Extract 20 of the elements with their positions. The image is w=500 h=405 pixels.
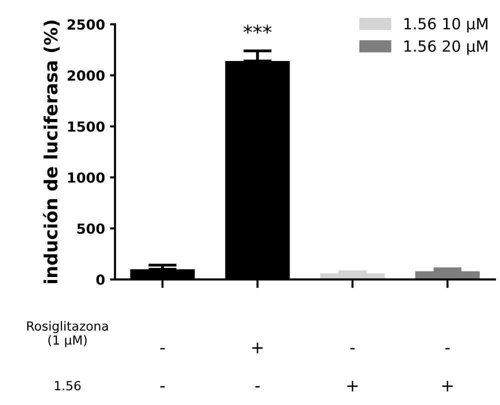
text: + <box>442 380 453 392</box>
x-tick-label: - <box>160 348 165 350</box>
legend-label: 1.56 10 μM <box>404 18 488 32</box>
text: + <box>347 380 358 392</box>
x-tick-label: - <box>445 348 450 350</box>
text: - <box>160 386 165 388</box>
x-tick-label: - <box>350 348 355 350</box>
legend-label: 1.56 20 μM <box>404 40 488 55</box>
y-tick-label: 1500 <box>68 121 105 132</box>
text: Rosiglitazona (1 μM) <box>27 321 108 348</box>
y-tick-label: 500 <box>77 223 105 234</box>
y-tick-label: 2500 <box>68 19 105 30</box>
y-tick-label: 0 <box>96 274 105 285</box>
text: 1.56 <box>54 380 81 390</box>
y-tick-label: 1000 <box>68 172 105 183</box>
annotation: *** <box>243 24 272 34</box>
y-axis-title: indución de luciferasa (%) <box>42 20 60 284</box>
x-tick-label: + <box>252 342 263 354</box>
y-tick-label: 2000 <box>68 70 105 81</box>
text: - <box>255 386 260 388</box>
